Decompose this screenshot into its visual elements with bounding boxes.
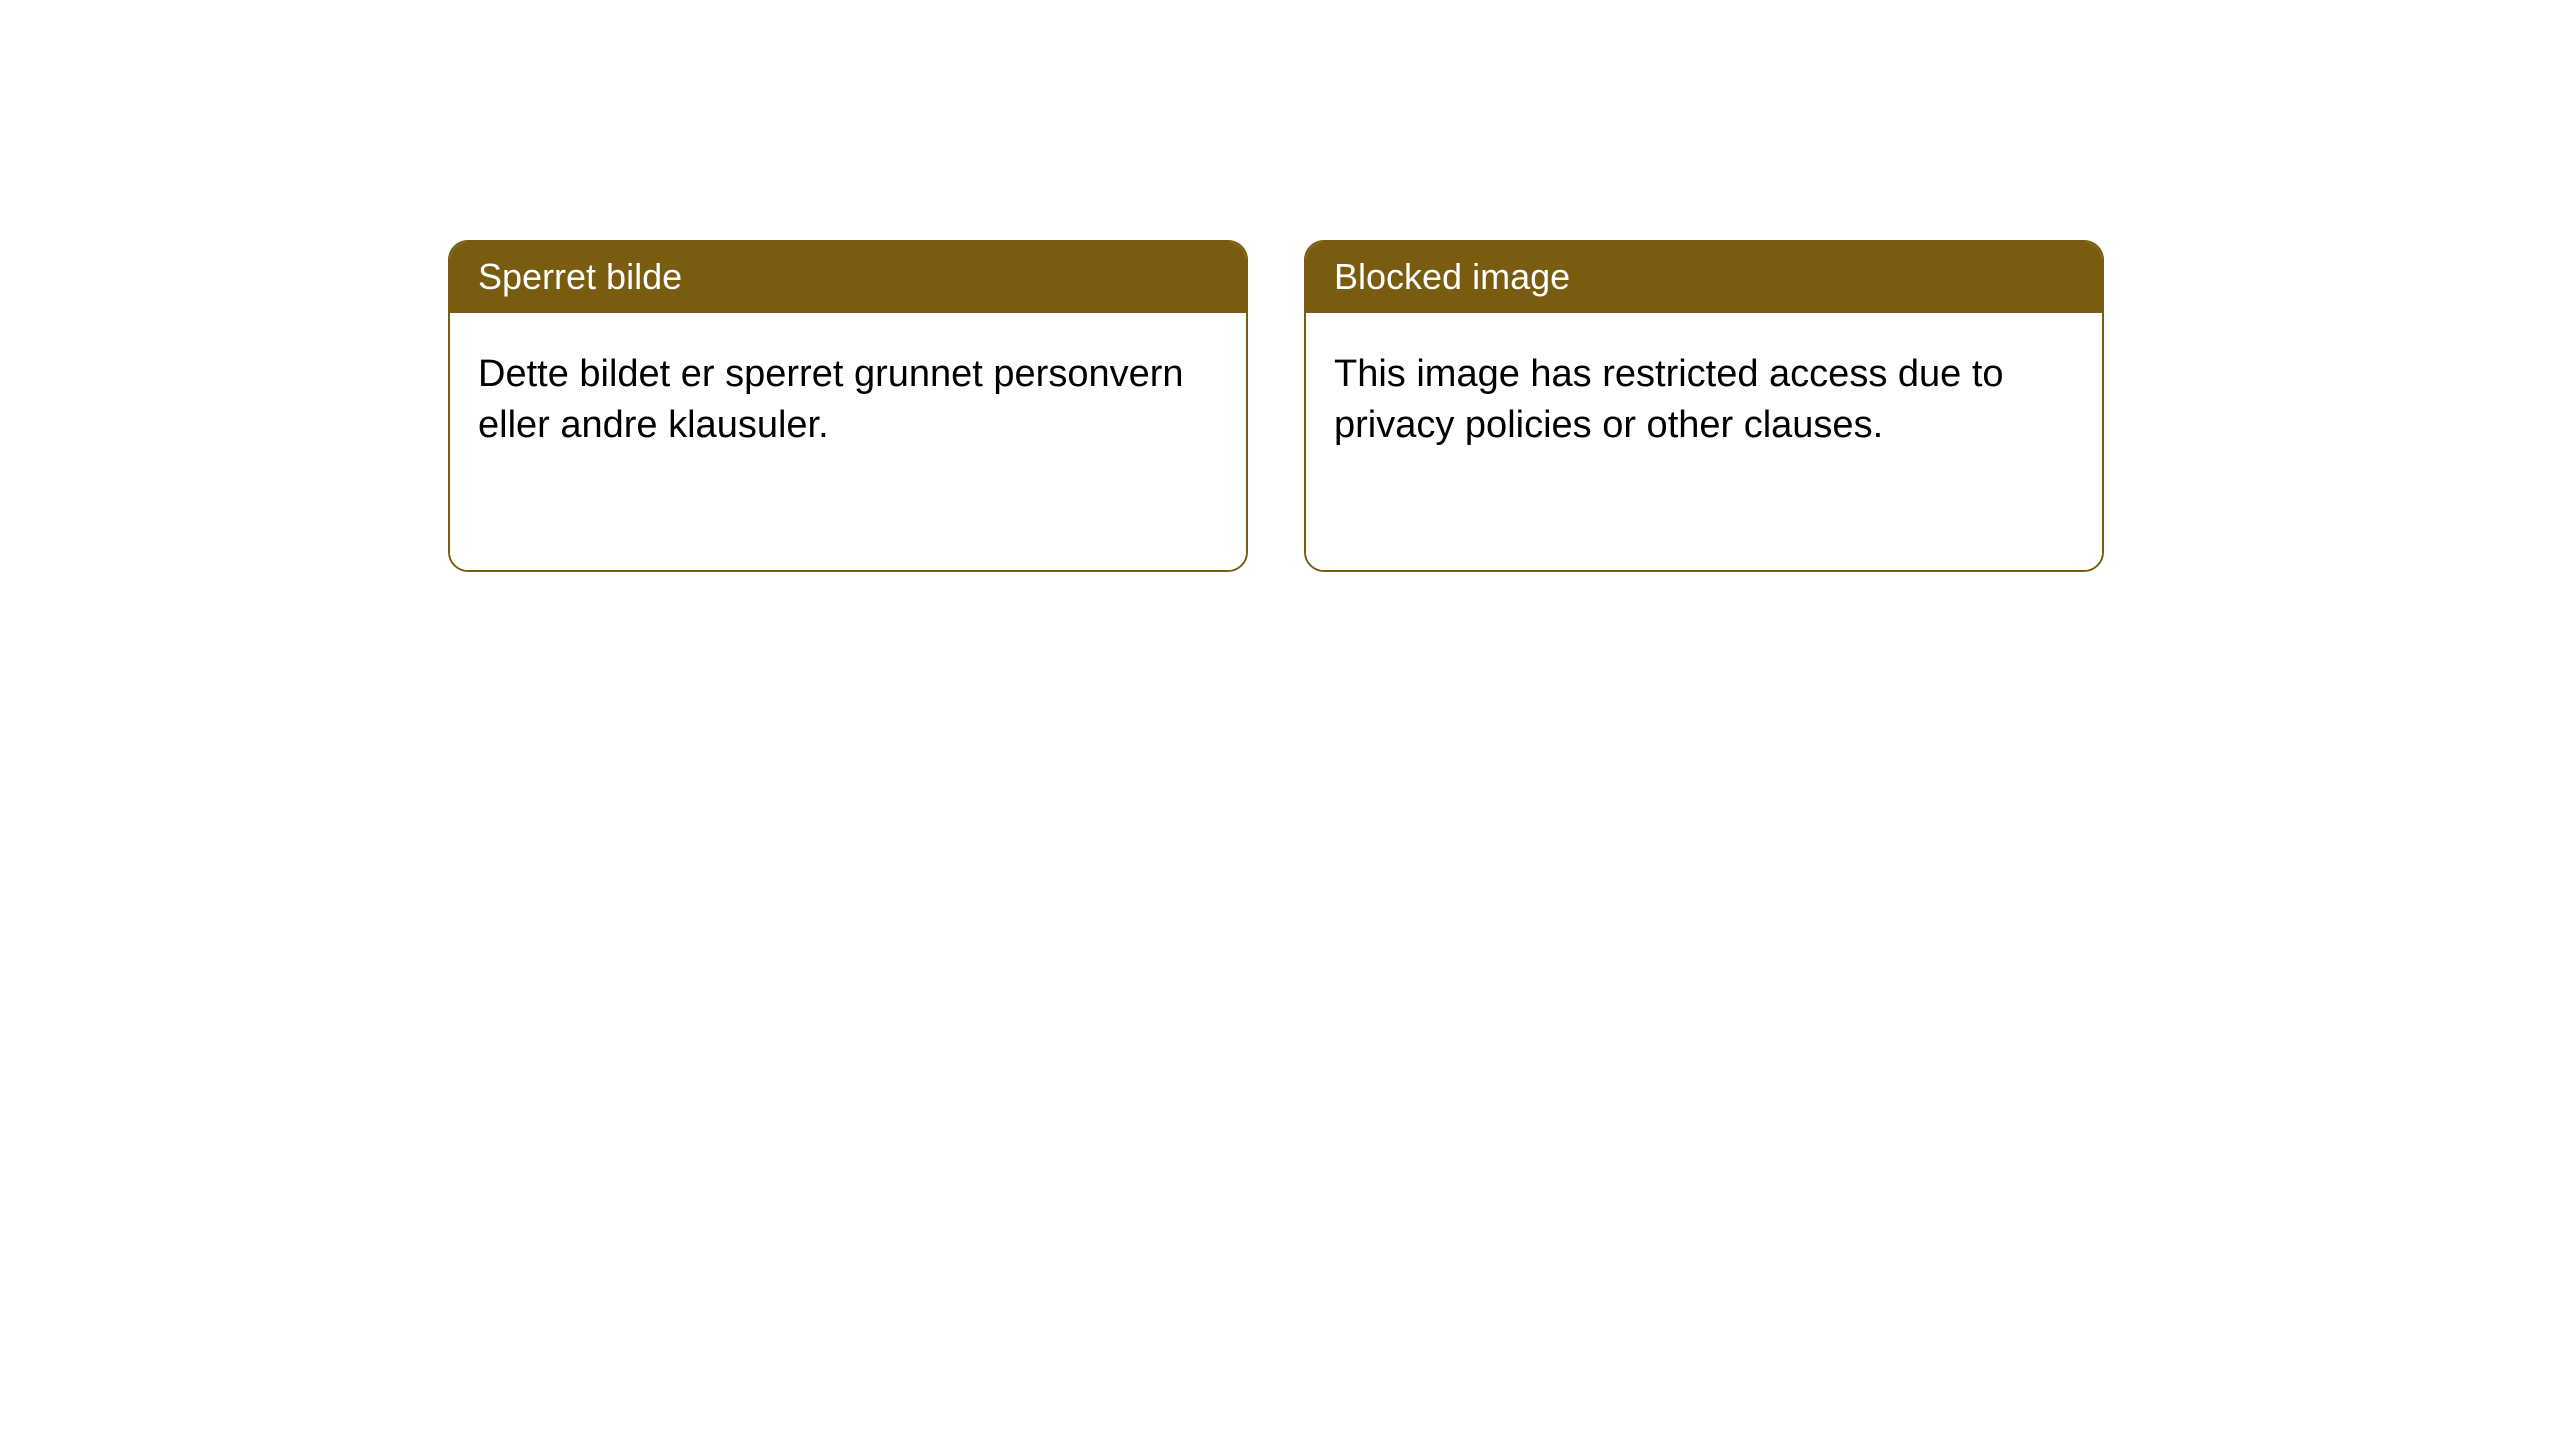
card-message: This image has restricted access due to …	[1334, 353, 2004, 446]
card-header: Blocked image	[1306, 242, 2102, 313]
card-title: Sperret bilde	[478, 256, 682, 297]
card-title: Blocked image	[1334, 256, 1570, 297]
notice-card-english: Blocked image This image has restricted …	[1304, 240, 2104, 572]
card-body: Dette bildet er sperret grunnet personve…	[450, 313, 1246, 570]
notice-cards-container: Sperret bilde Dette bildet er sperret gr…	[448, 240, 2560, 572]
card-body: This image has restricted access due to …	[1306, 313, 2102, 570]
card-header: Sperret bilde	[450, 242, 1246, 313]
notice-card-norwegian: Sperret bilde Dette bildet er sperret gr…	[448, 240, 1248, 572]
card-message: Dette bildet er sperret grunnet personve…	[478, 353, 1184, 446]
